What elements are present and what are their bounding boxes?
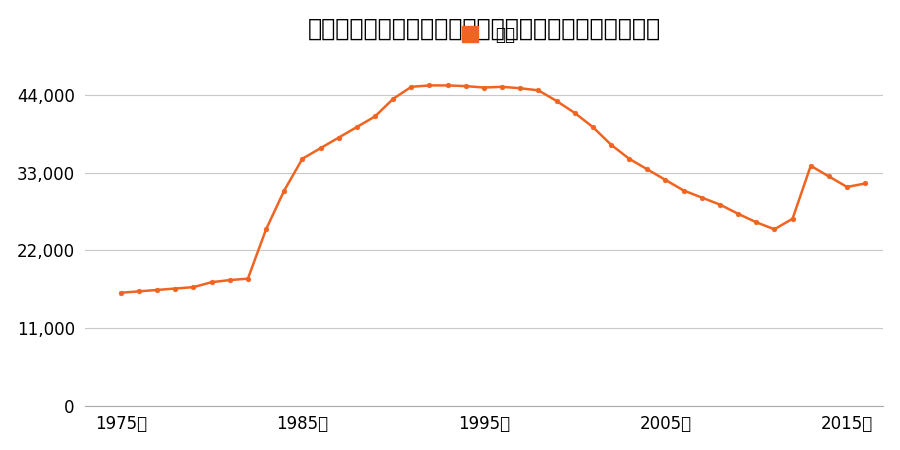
Title: 山口県下関市大字冨任字下開作１０２１番９の地価推移: 山口県下関市大字冨任字下開作１０２１番９の地価推移: [308, 17, 661, 40]
Legend: 価格: 価格: [446, 19, 521, 51]
